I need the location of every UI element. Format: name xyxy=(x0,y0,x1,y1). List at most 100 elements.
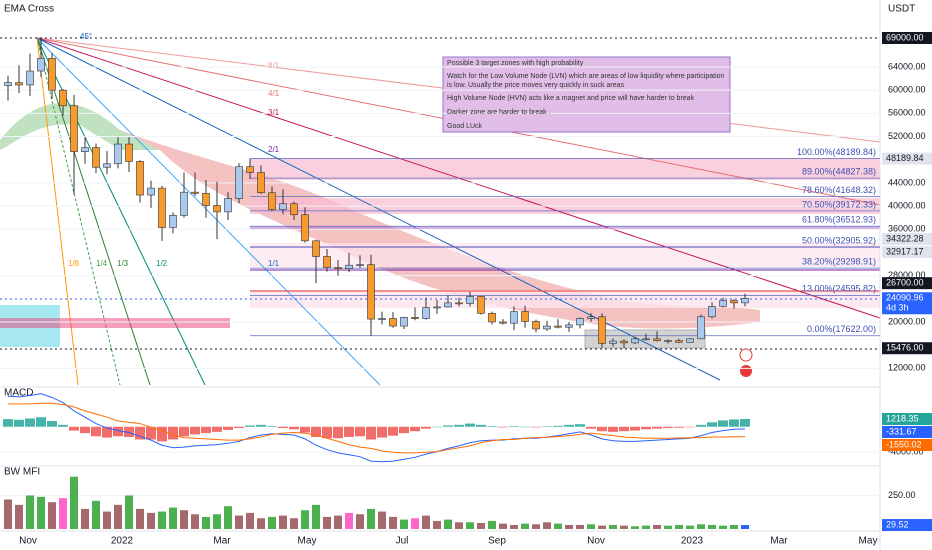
axis-badge xyxy=(882,245,932,258)
macd-histogram xyxy=(388,426,398,436)
mfi-bar xyxy=(125,495,133,529)
candle-body xyxy=(323,256,331,268)
mfi-bar xyxy=(389,516,397,529)
mfi-bar xyxy=(136,508,144,529)
y-tick-label: -4000.00 xyxy=(888,447,924,457)
macd-histogram xyxy=(564,424,574,427)
mfi-bar xyxy=(290,518,298,529)
mfi-bar xyxy=(356,514,364,529)
macd-histogram xyxy=(300,426,310,433)
candle-body xyxy=(675,340,683,343)
mfi-bar xyxy=(202,516,210,529)
mfi-bar xyxy=(26,495,34,529)
y-tick-label: 52000.00 xyxy=(888,131,926,141)
candle-body xyxy=(92,147,100,168)
mfi-bar xyxy=(719,525,727,529)
mfi-bar xyxy=(345,512,353,529)
candle-body xyxy=(422,307,430,319)
candle-body xyxy=(224,198,232,213)
mfi-bar xyxy=(664,525,672,529)
macd-histogram xyxy=(685,426,695,428)
mfi-bar xyxy=(686,525,694,529)
candle-body xyxy=(400,317,408,327)
note-text: Good LUck xyxy=(447,123,483,130)
mfi-bar xyxy=(15,504,23,529)
candle-body xyxy=(697,316,705,340)
candle-body xyxy=(455,302,463,305)
x-tick-label: 2022 xyxy=(111,536,134,547)
gann-line xyxy=(36,37,381,386)
fib-label: 61.80%(36512.93) xyxy=(802,215,876,225)
icon xyxy=(739,348,753,362)
macd-histogram xyxy=(47,421,57,427)
axis-badge-label: 32917.17 xyxy=(886,246,924,256)
macd-histogram xyxy=(278,426,288,429)
candle-body xyxy=(510,311,518,324)
y-tick-label: 60000.00 xyxy=(888,85,926,95)
axis-badge xyxy=(882,232,932,245)
axis-badge-label: 48189.84 xyxy=(886,153,924,163)
candle-body xyxy=(312,240,320,257)
candle-body xyxy=(48,57,56,91)
mfi-bar xyxy=(521,523,529,529)
mfi-bar xyxy=(730,524,738,529)
mfi-bar xyxy=(543,522,551,529)
mfi-bar xyxy=(499,523,507,529)
candle-body xyxy=(631,338,639,344)
note-text: High Volume Node (HVN) acts like a magne… xyxy=(447,95,695,102)
mfi-bar xyxy=(169,507,177,529)
macd-histogram xyxy=(201,426,211,434)
candle-body xyxy=(114,143,122,165)
candle-body xyxy=(730,300,738,304)
y-tick-label: 12000.00 xyxy=(888,363,926,373)
candle-body xyxy=(147,187,155,196)
macd-histogram xyxy=(454,424,464,427)
macd-histogram xyxy=(399,426,409,434)
macd-histogram xyxy=(630,426,640,431)
macd-histogram xyxy=(344,426,354,437)
candle-body xyxy=(554,325,562,328)
macd-histogram xyxy=(256,424,266,427)
mfi-bar xyxy=(455,522,463,529)
ema-band-red xyxy=(120,130,760,329)
mfi-bar xyxy=(378,511,386,529)
candle-body xyxy=(37,57,45,72)
note-text: Darker zone are harder to break . xyxy=(447,109,551,116)
candle-body xyxy=(213,205,221,213)
macd-histogram xyxy=(377,426,387,438)
axis-badge xyxy=(882,519,932,532)
y-tick-label: 56000.00 xyxy=(888,108,926,118)
x-tick-label: 2023 xyxy=(681,536,704,547)
candle-body xyxy=(169,215,177,228)
mfi-bar xyxy=(4,499,12,529)
gann-label: 1/4 xyxy=(96,259,108,268)
macd-histogram xyxy=(36,417,46,427)
mfi-bar xyxy=(598,525,606,529)
mfi-bar xyxy=(532,524,540,529)
mfi-bar xyxy=(697,524,705,529)
mfi-bar xyxy=(433,520,441,529)
macd-histogram xyxy=(80,426,90,434)
y-tick-label: 40000.00 xyxy=(888,200,926,210)
macd-histogram xyxy=(58,424,68,427)
mfi-bar xyxy=(444,519,452,529)
mfi-bar xyxy=(81,508,89,529)
candle-body xyxy=(532,321,540,330)
macd-histogram xyxy=(223,426,233,430)
axis-badge xyxy=(882,425,932,438)
candle-body xyxy=(81,147,89,152)
candle-body xyxy=(609,340,617,344)
gann-label: 1/8 xyxy=(68,259,80,268)
mfi-bar xyxy=(213,514,221,529)
macd-histogram xyxy=(608,426,618,432)
mfi-bar xyxy=(114,504,122,529)
y-tick-label: 64000.00 xyxy=(888,61,926,71)
candle-body xyxy=(587,316,595,319)
x-tick-label: May xyxy=(859,536,878,547)
candle-body xyxy=(125,143,133,162)
pane-title: BW MFI xyxy=(4,467,40,478)
candle-body xyxy=(389,318,397,327)
axis-badge xyxy=(882,438,932,451)
macd-histogram xyxy=(410,426,420,432)
